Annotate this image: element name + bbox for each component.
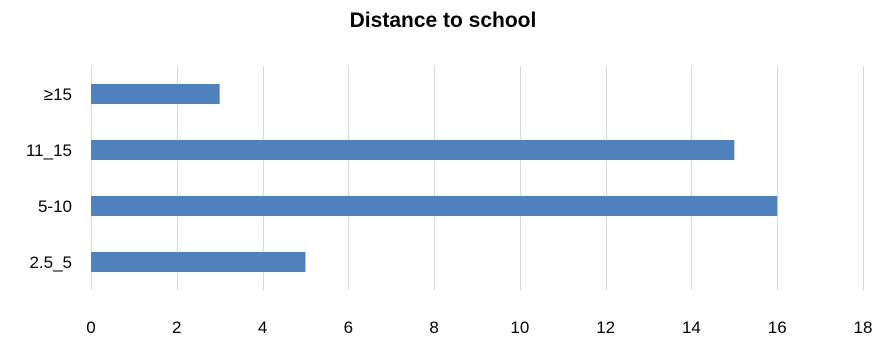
x-tick-label-2: 2 — [172, 318, 181, 337]
x-tick-label-12: 12 — [596, 318, 615, 337]
x-tick-label-8: 8 — [429, 318, 438, 337]
bars — [91, 84, 778, 272]
x-tick-label-10: 10 — [510, 318, 529, 337]
category-label-2: 5-10 — [38, 197, 72, 216]
chart-title: Distance to school — [350, 9, 537, 32]
x-tick-labels: 0 2 4 6 8 10 12 14 16 18 — [86, 318, 872, 337]
x-tick-label-16: 16 — [768, 318, 787, 337]
x-tick-label-18: 18 — [854, 318, 873, 337]
x-tick-label-4: 4 — [258, 318, 267, 337]
x-tick-label-0: 0 — [86, 318, 95, 337]
bar-0 — [91, 84, 220, 104]
category-labels: ≥15 11_15 5-10 2.5_5 — [26, 85, 72, 272]
x-tick-label-14: 14 — [682, 318, 701, 337]
bar-1 — [91, 140, 735, 160]
bar-2 — [91, 196, 778, 216]
category-label-0: ≥15 — [44, 85, 72, 104]
bar-3 — [91, 252, 306, 272]
x-tick-label-6: 6 — [344, 318, 353, 337]
category-label-1: 11_15 — [26, 141, 72, 160]
category-label-3: 2.5_5 — [29, 253, 72, 272]
